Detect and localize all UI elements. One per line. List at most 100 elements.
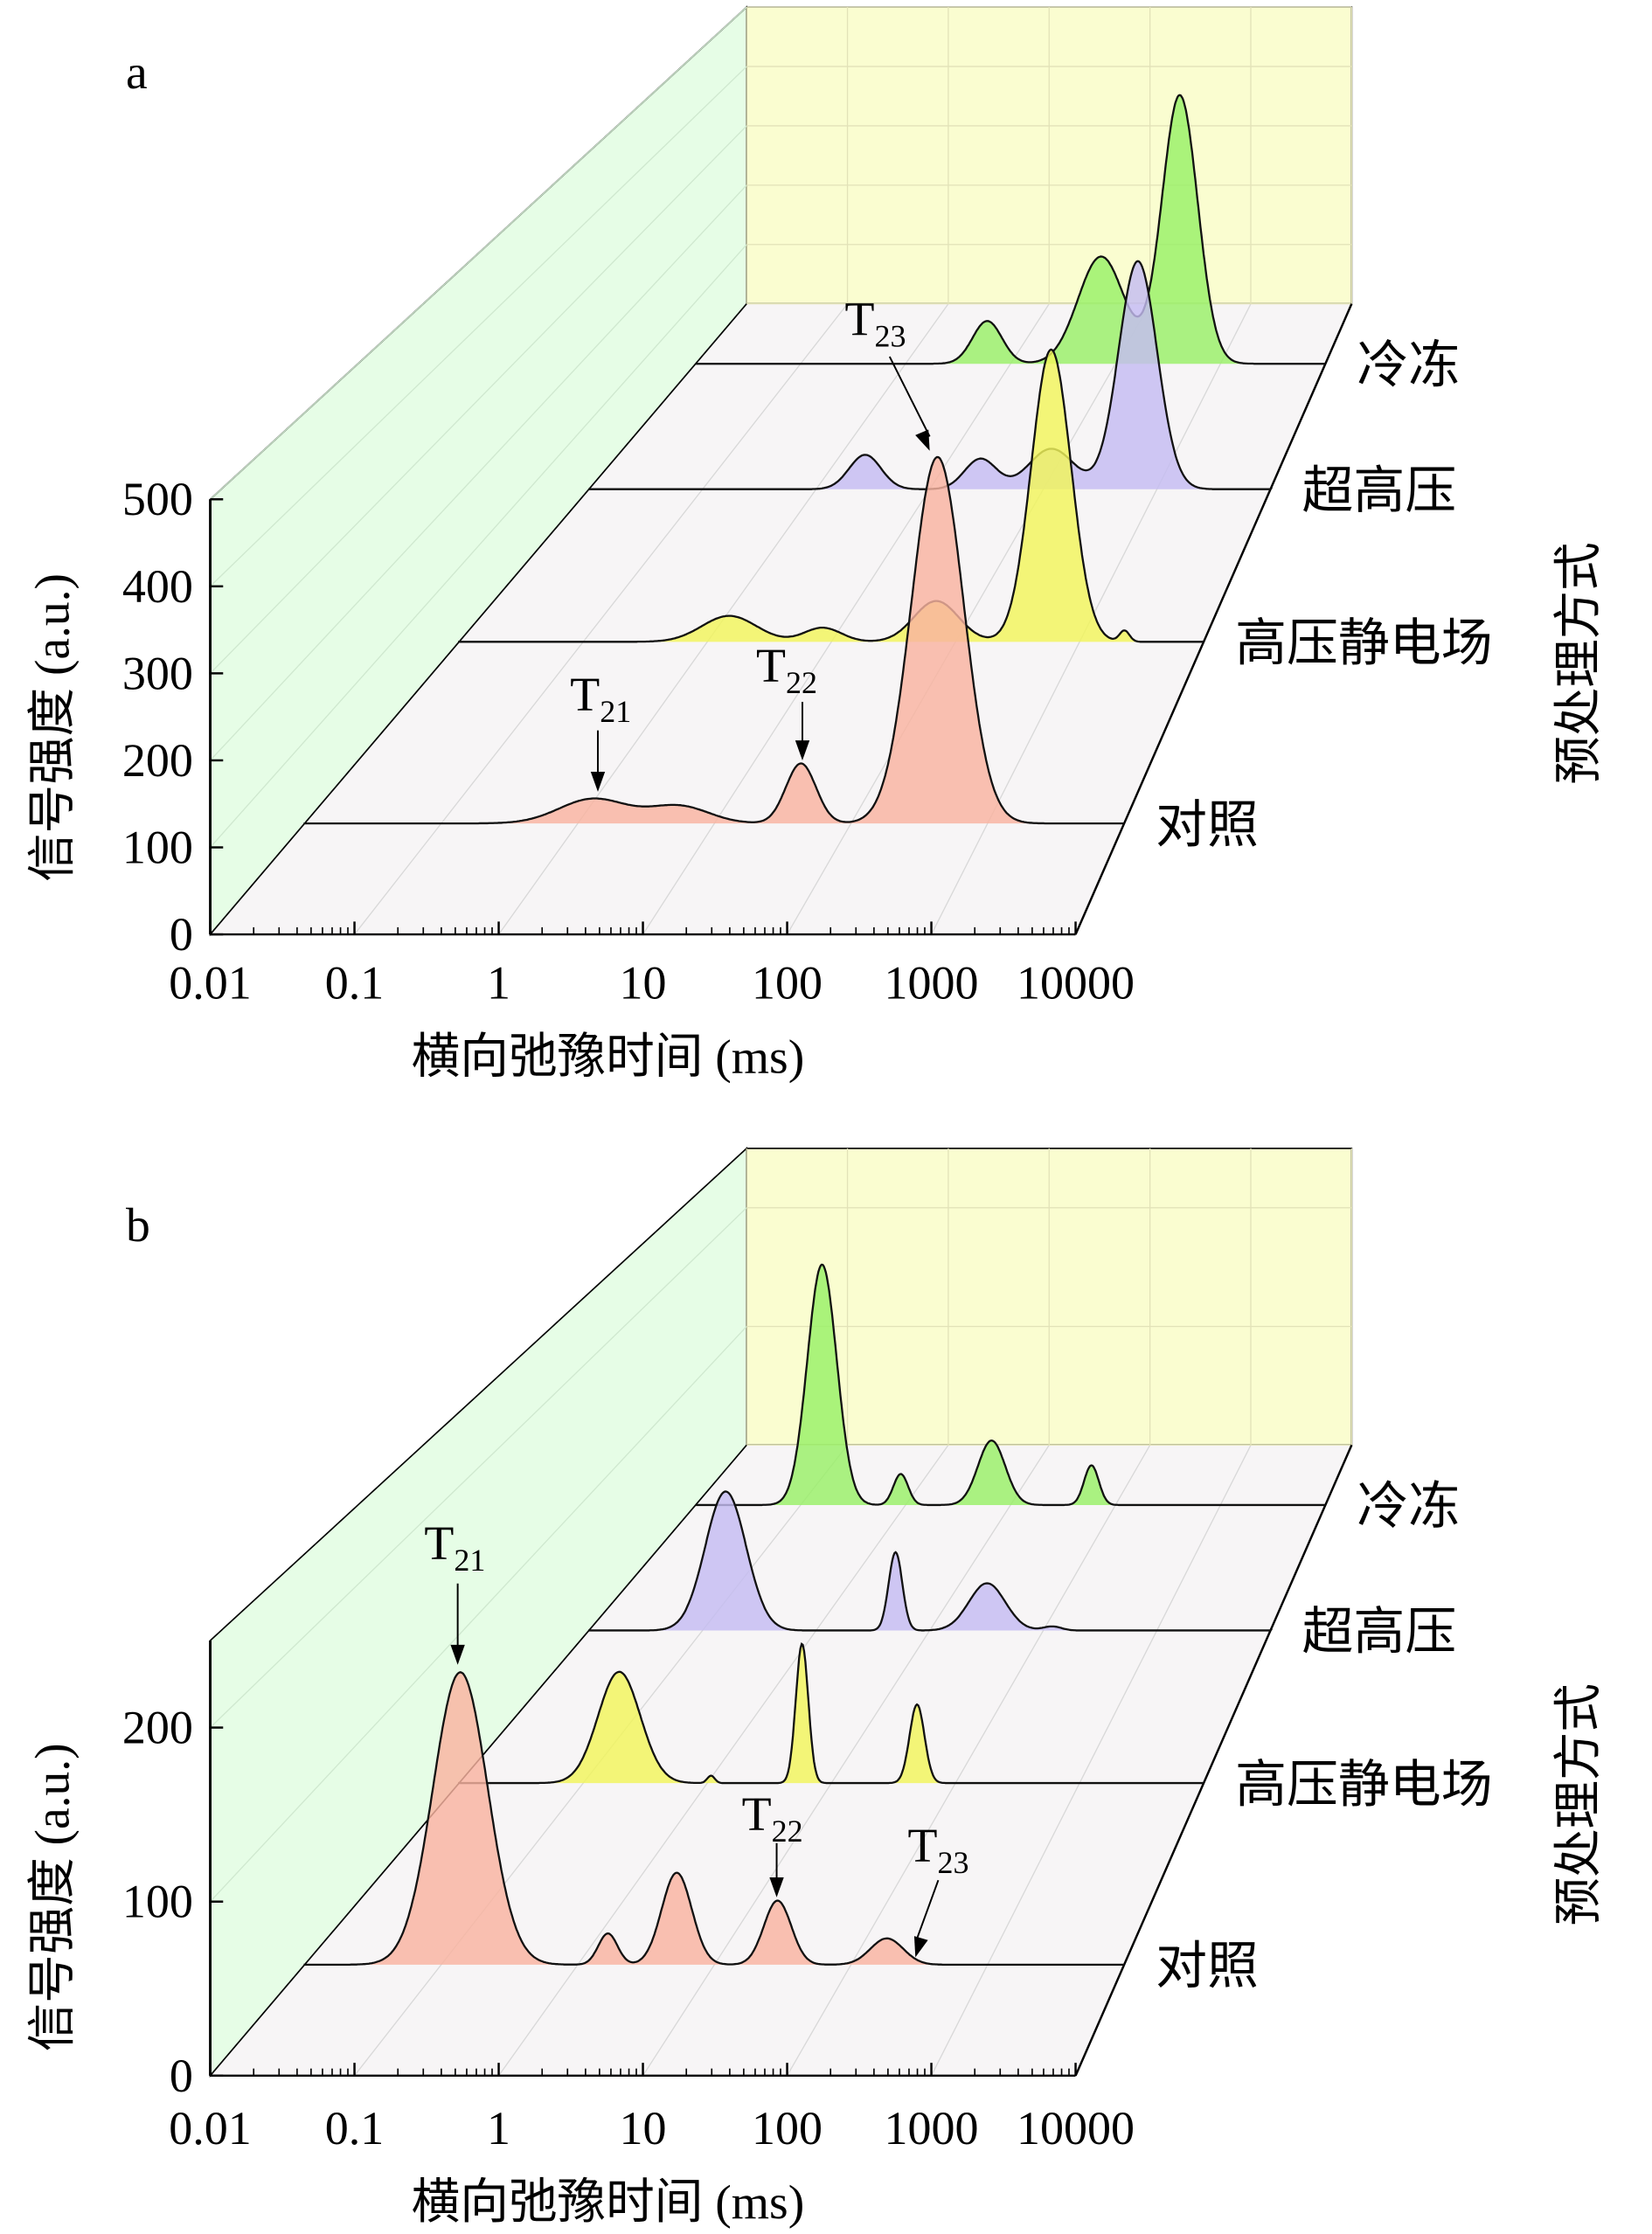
- series-line: [458, 348, 1204, 643]
- annotation-T22: T22: [742, 1787, 803, 1898]
- x-axis-label: 横向弛豫时间 (ms): [412, 1030, 805, 1084]
- arrowhead-icon: [795, 740, 810, 760]
- annotation-T21: T21: [570, 668, 631, 792]
- series-label: 冷冻: [1357, 1478, 1460, 1535]
- annotation-T23: T23: [844, 293, 931, 451]
- x-tick-label: 10: [620, 957, 667, 1009]
- x-tick-label: 10000: [1017, 2102, 1135, 2154]
- arrowhead-icon: [769, 1877, 784, 1898]
- z-axis-label: 预处理方式: [1551, 1683, 1606, 1925]
- series-label: 高压静电场: [1235, 615, 1493, 672]
- annotation-T23: T23: [907, 1819, 968, 1958]
- series-3: 冷冻: [695, 1263, 1460, 1535]
- series-1: 高压静电场: [458, 1642, 1493, 1813]
- annotation-main: T: [742, 1787, 772, 1842]
- x-tick-label: 0.01: [169, 957, 251, 1009]
- arrowhead-icon: [915, 429, 930, 451]
- annotation-label: T22: [756, 639, 817, 700]
- series-label: 高压静电场: [1235, 1756, 1493, 1813]
- y-axis-label: 信号强度 (a.u.): [25, 1743, 80, 2051]
- annotation-subscript: 21: [454, 1543, 485, 1578]
- y-tick-label: 0: [170, 2050, 193, 2102]
- annotation-main: T: [570, 668, 600, 722]
- y-tick-label: 100: [122, 822, 193, 874]
- series-3: 冷冻: [695, 94, 1460, 393]
- x-tick-label: 1000: [885, 957, 979, 1009]
- arrowhead-icon: [590, 772, 606, 792]
- series-line: [587, 1490, 1274, 1632]
- z-axis-label: 预处理方式: [1551, 542, 1606, 784]
- annotation-main: T: [844, 293, 874, 347]
- x-tick-label: 100: [752, 957, 823, 1009]
- annotation-main: T: [424, 1516, 454, 1571]
- annotation-subscript: 22: [786, 665, 817, 700]
- series-area: [304, 456, 1125, 824]
- y-tick-label: 300: [122, 647, 193, 699]
- x-tick-label: 0.1: [325, 2102, 384, 2154]
- series-line: [695, 94, 1326, 365]
- panel-letter: b: [126, 1198, 150, 1252]
- y-tick-label: 100: [122, 1876, 193, 1928]
- x-tick-label: 10000: [1017, 957, 1135, 1009]
- series-area: [304, 1672, 1125, 1965]
- y-tick-label: 500: [122, 473, 193, 525]
- series-0: 对照: [303, 1671, 1259, 1995]
- annotation-label: T21: [570, 668, 631, 729]
- floor-gridline: [786, 303, 1151, 935]
- series-line: [303, 455, 1125, 825]
- series-label: 对照: [1156, 1938, 1259, 1995]
- floor-left-edge: [209, 303, 747, 935]
- annotation-subscript: 23: [874, 319, 906, 354]
- series-2: 超高压: [587, 1490, 1456, 1661]
- wall-gridline: [210, 125, 747, 674]
- x-tick-label: 10: [620, 2102, 667, 2154]
- x-tick-label: 0.1: [325, 957, 384, 1009]
- series-1: 高压静电场: [458, 348, 1493, 672]
- annotation-label: T23: [844, 293, 906, 354]
- wall-gridline: [210, 184, 747, 761]
- annotation-T22: T22: [756, 639, 817, 760]
- annotation-label: T23: [907, 1819, 968, 1880]
- x-tick-label: 1000: [885, 2102, 979, 2154]
- floor-gridline: [642, 1445, 1050, 2077]
- floor-gridline: [642, 303, 1050, 935]
- series-label: 超高压: [1302, 462, 1457, 519]
- annotation-subscript: 21: [600, 694, 631, 729]
- x-tick-label: 100: [752, 2102, 823, 2154]
- annotation-arrow-line: [888, 356, 931, 437]
- floor-gridline: [498, 1445, 949, 2077]
- x-tick-label: 0.01: [169, 2102, 251, 2154]
- x-tick-label: 1: [487, 2102, 510, 2154]
- floor-right-edge: [1074, 303, 1353, 935]
- series-area: [695, 94, 1326, 364]
- series-area: [459, 1643, 1204, 1784]
- wall-gridline: [210, 1207, 747, 1729]
- annotation-subscript: 22: [772, 1814, 803, 1849]
- annotation-label: T22: [742, 1787, 803, 1849]
- annotation-main: T: [756, 639, 786, 693]
- annotation-main: T: [907, 1819, 937, 1873]
- floor-gridline: [930, 1445, 1252, 2077]
- y-tick-label: 0: [170, 908, 193, 961]
- series-area: [695, 1264, 1326, 1505]
- series-label: 对照: [1156, 796, 1259, 853]
- arrowhead-icon: [913, 1936, 928, 1958]
- series-line: [458, 1642, 1204, 1785]
- series-area: [588, 260, 1271, 489]
- wall-gridline: [210, 6, 747, 500]
- annotation-T21: T21: [424, 1516, 485, 1665]
- annotation-arrow-line: [914, 1879, 940, 1944]
- wall-gridline: [210, 1326, 747, 1903]
- y-axis-label: 信号强度 (a.u.): [25, 573, 80, 882]
- floor-right-edge: [1074, 1444, 1353, 2077]
- annotation-label: T21: [424, 1516, 485, 1578]
- panel-letter: a: [126, 45, 148, 100]
- series-label: 冷冻: [1357, 336, 1460, 393]
- annotation-subscript: 23: [937, 1845, 968, 1880]
- series-line: [303, 1671, 1125, 1966]
- y-tick-label: 200: [122, 734, 193, 787]
- floor-gridline: [786, 1445, 1151, 2077]
- y-tick-label: 200: [122, 1702, 193, 1754]
- x-axis-label: 横向弛豫时间 (ms): [412, 2175, 805, 2230]
